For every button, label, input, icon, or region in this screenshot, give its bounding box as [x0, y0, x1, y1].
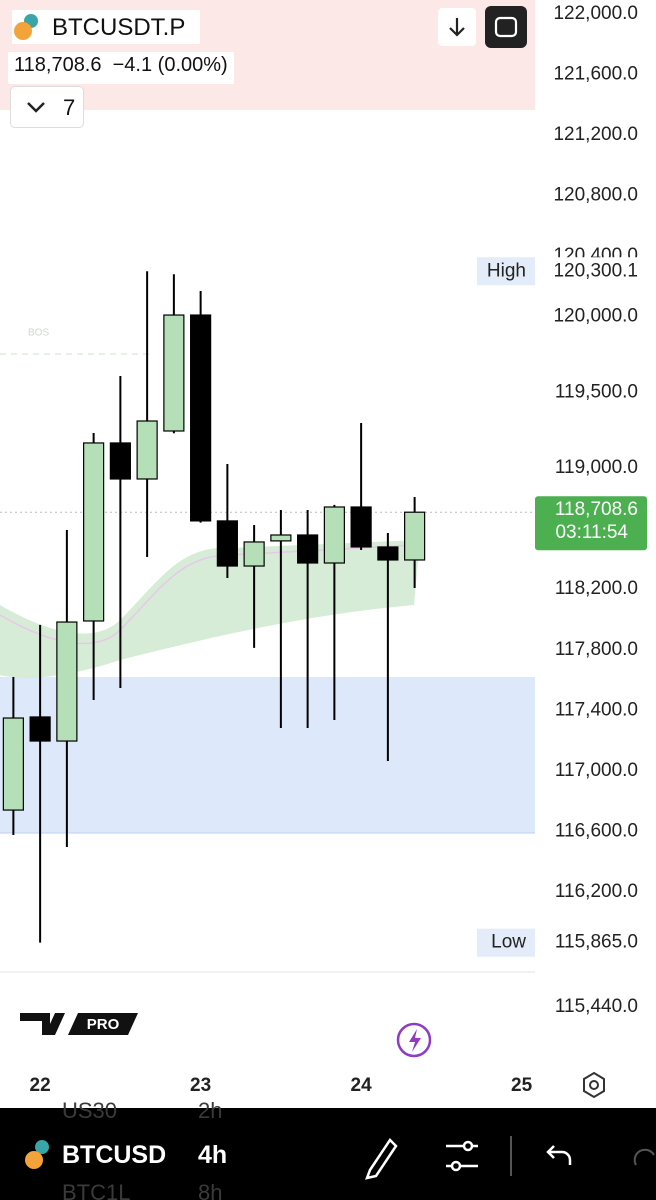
zone [0, 677, 535, 833]
x-tick-label: 23 [190, 1075, 211, 1096]
frame [494, 16, 518, 38]
toolbar [0, 1108, 656, 1200]
y-tick-label: 115,440.0 [555, 996, 638, 1017]
candle-body [56, 621, 78, 742]
flash-bolt [409, 1029, 421, 1052]
y-tick-label: 117,400.0 [555, 699, 638, 720]
knob-1 [462, 1140, 474, 1152]
candle-body [243, 541, 265, 567]
x-tick-label: 24 [351, 1075, 373, 1096]
indicator-count: 7 [63, 95, 76, 120]
candle-body [404, 511, 426, 561]
knob-2 [450, 1160, 462, 1172]
toolbar-symbol[interactable]: BTCUSDT [62, 1141, 166, 1169]
logo-mark [20, 1013, 65, 1035]
flash-icon[interactable] [396, 1022, 432, 1058]
candle-body [323, 506, 345, 564]
coin-icon [14, 14, 40, 40]
toolbar-interval[interactable]: 4h [198, 1141, 228, 1169]
fullscreen-button[interactable] [485, 6, 527, 48]
symbol-title: BTCUSDT.P [52, 14, 186, 41]
price-tag-countdown: 03:11:54 [555, 522, 628, 543]
y-tick-label: 120,000.0 [553, 306, 638, 327]
cloud [0, 540, 420, 678]
settings-dot [589, 1080, 599, 1090]
marker-price-bg [537, 928, 649, 957]
marker-label: High [487, 260, 526, 281]
x-tick-label: 25 [511, 1075, 533, 1096]
chevron-path [27, 102, 45, 113]
y-tick-label: 121,600.0 [553, 63, 638, 84]
indicator-icon[interactable] [446, 1140, 478, 1172]
candle-body [163, 314, 185, 432]
undo-icon[interactable] [546, 1145, 572, 1165]
candle-body [109, 442, 131, 480]
symbol-icon-b [35, 1140, 49, 1154]
settings-icon[interactable] [583, 1071, 605, 1099]
candle-body [83, 442, 105, 622]
x-tick-label: 22 [30, 1075, 51, 1096]
candle-body [216, 520, 238, 567]
candle-body [377, 546, 399, 561]
chevron [27, 102, 45, 113]
y-tick-label: 122,000.0 [553, 3, 638, 24]
title-box [12, 10, 200, 44]
last-price: 118,708.6 [14, 54, 102, 76]
download-icon [449, 18, 465, 37]
y-tick-label: 118,200.0 [555, 578, 638, 599]
price-tag [535, 496, 647, 551]
marker-bg [477, 257, 535, 286]
y-tick-label: 119,500.0 [555, 381, 638, 402]
ghost-symbol: US30 [62, 1098, 118, 1123]
marker-label: Low [491, 932, 526, 953]
tv-logo: PRO [20, 1013, 138, 1035]
download-button[interactable] [438, 8, 476, 46]
price-line: 118,708.6 −4.1 (0.00%) [8, 52, 234, 84]
arrow [449, 18, 465, 37]
draw-icon[interactable] [365, 1138, 398, 1180]
y-tick-label: 119,000.0 [555, 457, 638, 478]
y-tick-label: 117,000.0 [555, 760, 638, 781]
marker-price: 115,865.0 [555, 932, 638, 953]
candle-body [297, 534, 319, 564]
y-tick-label: 121,200.0 [553, 124, 638, 145]
candle-body [2, 717, 24, 811]
y-tick-label: 117,800.0 [555, 639, 638, 660]
y-tick-label: 116,200.0 [555, 881, 638, 902]
symbol-icon [25, 1151, 43, 1169]
marker-bg [477, 928, 535, 957]
bos-label: BOS [28, 328, 49, 339]
marker-price-bg [537, 257, 649, 286]
candle-body [270, 534, 292, 542]
change: −4.1 (0.00%) [112, 54, 228, 76]
logo-badge [68, 1013, 138, 1035]
ghost-interval: 8h [198, 1180, 223, 1200]
candle-body [136, 420, 158, 480]
indicator-toggle[interactable]: 7 [10, 86, 84, 128]
y-tick-label: 120,800.0 [553, 185, 638, 206]
candle-body [350, 506, 372, 548]
marker-price: 120,300.1 [553, 260, 638, 281]
price-tag-value: 118,708.6 [555, 499, 638, 520]
logo-text: PRO [87, 1016, 120, 1033]
redo-icon[interactable] [633, 1148, 655, 1166]
candle-body [190, 314, 212, 522]
fullscreen-icon [494, 16, 518, 38]
ghost-symbol: BTC1L [62, 1180, 131, 1200]
coin-a [14, 22, 32, 40]
ghost-interval: 2h [198, 1098, 223, 1123]
candle-body [29, 716, 51, 742]
y-tick-label: 116,600.0 [555, 820, 638, 841]
